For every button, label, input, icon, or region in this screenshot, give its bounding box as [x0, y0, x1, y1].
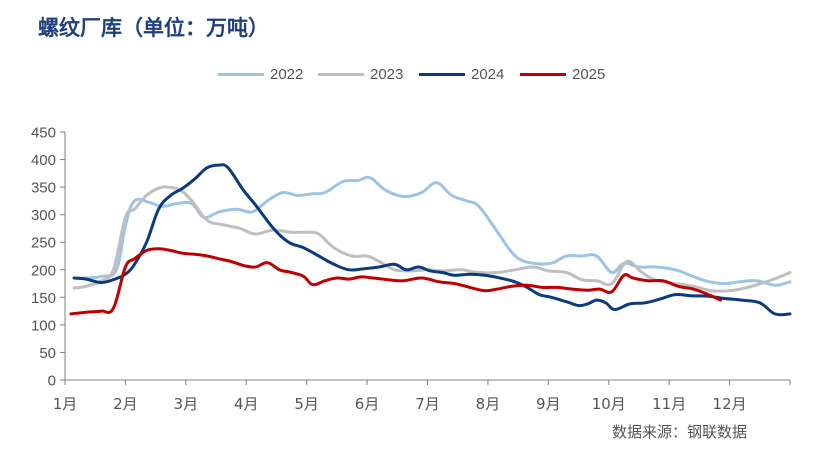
- y-tick-label: 200: [31, 262, 56, 279]
- legend-label: 2023: [370, 65, 404, 83]
- x-tick-label: 2月: [113, 395, 138, 413]
- legend-label: 2024: [471, 65, 505, 83]
- y-tick-label: 50: [39, 345, 56, 362]
- legend-label: 2022: [270, 65, 304, 83]
- y-tick-label: 250: [31, 235, 56, 252]
- x-tick-label: 6月: [355, 395, 380, 413]
- legend-swatch: [419, 72, 465, 76]
- y-tick-label: 0: [48, 373, 56, 390]
- y-tick-label: 300: [31, 207, 56, 224]
- legend-item-2022[interactable]: 2022: [218, 62, 303, 86]
- x-tick-label: 7月: [415, 395, 440, 413]
- series-line-2022: [72, 175, 792, 287]
- x-tick-label: 1月: [53, 395, 78, 413]
- x-tick-label: 8月: [476, 395, 501, 413]
- x-tick-label: 11月: [652, 395, 686, 413]
- x-tick-label: 3月: [174, 395, 199, 413]
- legend-item-2023[interactable]: 2023: [318, 62, 403, 86]
- data-source: 数据来源：钢联数据: [612, 423, 748, 441]
- legend-label: 2025: [572, 65, 606, 83]
- y-tick-label: 350: [31, 180, 56, 197]
- y-tick-label: 150: [31, 290, 56, 307]
- chart-title: 螺纹厂库（单位：万吨）: [38, 16, 269, 40]
- x-tick-label: 10月: [592, 395, 626, 413]
- y-tick-label: 100: [31, 317, 56, 334]
- legend-item-2024[interactable]: 2024: [419, 62, 504, 86]
- y-tick-label: 400: [31, 152, 56, 169]
- legend-swatch: [520, 72, 566, 76]
- x-tick-label: 12月: [713, 395, 747, 413]
- legend-swatch: [218, 72, 264, 76]
- x-tick-label: 5月: [294, 395, 319, 413]
- chart-legend: 2022 2023 2024 2025: [0, 62, 815, 86]
- series-line-2024: [72, 163, 792, 317]
- series-line-2025: [69, 247, 722, 316]
- legend-swatch: [318, 72, 364, 76]
- legend-item-2025[interactable]: 2025: [520, 62, 605, 86]
- y-tick-label: 450: [31, 125, 56, 142]
- x-tick-label: 9月: [536, 395, 561, 413]
- x-tick-label: 4月: [234, 395, 259, 413]
